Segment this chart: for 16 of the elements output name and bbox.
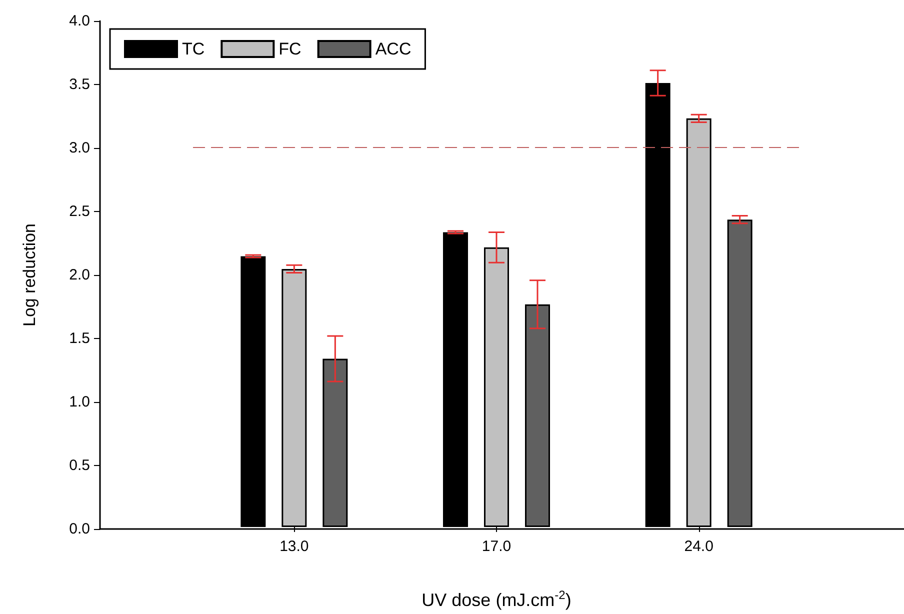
y-tick-label: 2.5 [69,203,90,220]
y-tick-label: 0.0 [69,520,90,538]
x-tick-label: 24.0 [684,538,714,555]
y-tick-label: 1.5 [69,330,90,347]
y-tick-label: 4.0 [69,12,90,30]
y-tick-label: 2.0 [69,266,90,284]
y-tick-label: 0.5 [69,457,90,474]
legend-label: FC [278,40,302,58]
y-tick-label: 1.0 [69,394,90,410]
legend-label: TC [182,40,205,58]
x-tick-label: 17.0 [482,538,512,555]
legend-label: ACC [375,40,412,58]
y-tick-label: 3.5 [69,76,90,93]
y-tick-label: 3.0 [69,140,90,156]
y-axis-title: Log reduction [20,223,39,327]
x-tick-label: 13.0 [280,538,309,555]
